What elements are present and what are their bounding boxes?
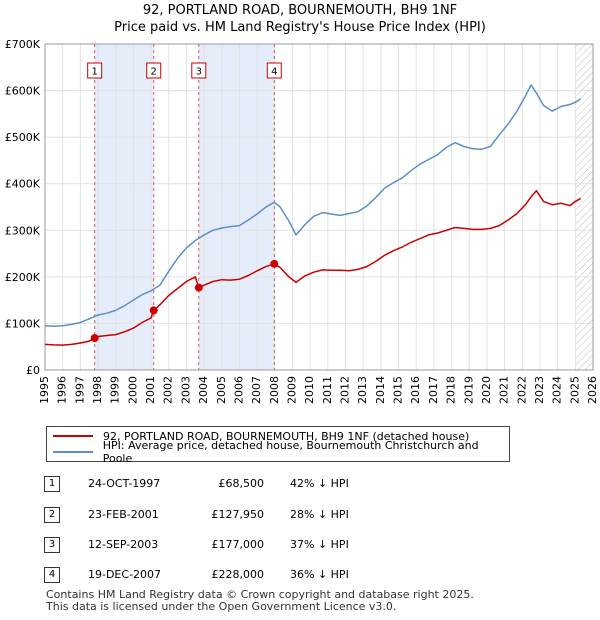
x-tick-label: 2008 [268,376,281,404]
x-tick-label: 2015 [392,376,405,404]
sale-label-box [87,62,103,79]
x-tick-label: 2026 [586,376,599,404]
x-tick-label: 2002 [162,376,175,404]
x-tick-label: 2021 [498,376,511,404]
sale-label: 3 [196,67,202,78]
y-tick-label: £0 [26,364,40,377]
legend-label-property: 92, PORTLAND ROAD, BOURNEMOUTH, BH9 1NF … [103,429,470,443]
x-tick-label: 2013 [356,376,369,404]
x-tick-label: 2006 [232,376,245,404]
x-tick-label: 2018 [445,376,458,404]
sale-point [194,283,203,292]
sale-date: 23-FEB-2001 [88,508,159,521]
legend-item-hpi: HPI: Average price, detached house, Bour… [53,439,509,465]
footer-licence: This data is licensed under the Open Gov… [46,600,397,613]
x-tick-label: 2022 [515,376,528,404]
legend-swatch-property [53,435,93,437]
y-tick-label: £600K [5,85,41,98]
sale-label-box [266,62,282,79]
sale-price: £177,000 [211,538,265,551]
sale-price: £228,000 [211,568,265,581]
future-hatch [575,44,593,370]
x-tick-label: 1997 [73,376,86,404]
sale-number-badge: 4 [44,567,60,583]
y-tick-label: £700K [5,38,41,51]
y-tick-label: £400K [5,178,41,191]
x-tick-label: 2003 [179,376,192,404]
property-price-line [44,189,581,346]
sale-point [270,259,279,268]
x-tick-label: 2024 [551,376,564,404]
legend: 92, PORTLAND ROAD, BOURNEMOUTH, BH9 1NF … [46,426,510,465]
x-tick-label: 2009 [285,376,298,404]
sale-price: £127,950 [211,508,265,521]
sale-hpi-diff: 36% ↓ HPI [290,568,349,581]
sale-label-box [146,62,162,79]
hpi-line [44,84,581,327]
x-tick-label: 1995 [38,376,51,404]
sale-number-badge: 3 [44,537,60,553]
x-tick-label: 2011 [321,376,334,404]
y-tick-label: £200K [5,271,41,284]
x-tick-label: 1999 [109,376,122,404]
legend-label-hpi: HPI: Average price, detached house, Bour… [102,439,479,465]
legend-item-property: 92, PORTLAND ROAD, BOURNEMOUTH, BH9 1NF … [53,428,469,444]
sale-label-box [191,62,207,79]
sale-point [90,334,99,343]
ownership-period-shade [94,44,154,370]
x-tick-label: 2016 [409,376,422,404]
x-tick-label: 2007 [250,376,263,404]
sale-date: 12-SEP-2003 [88,538,159,551]
x-tick-label: 2012 [339,376,352,404]
sale-label: 4 [271,67,277,78]
y-tick-label: £300K [5,224,41,237]
sale-hpi-diff: 37% ↓ HPI [290,538,349,551]
legend-swatch-hpi [53,451,93,453]
chart-title: 92, PORTLAND ROAD, BOURNEMOUTH, BH9 1NF [142,3,458,18]
sale-hpi-diff: 42% ↓ HPI [290,477,349,490]
x-tick-label: 2005 [215,376,228,404]
x-tick-label: 2010 [303,376,316,404]
sale-label: 2 [151,67,157,78]
sale-hpi-diff: 28% ↓ HPI [290,508,349,521]
y-tick-label: £100K [5,317,41,330]
x-tick-label: 2000 [126,376,139,404]
sale-label: 1 [91,67,97,78]
sale-date: 24-OCT-1997 [88,477,161,490]
x-tick-label: 2017 [427,376,440,404]
chart-subtitle: Price paid vs. HM Land Registry's House … [114,20,486,35]
x-tick-label: 2004 [197,376,210,404]
x-tick-label: 1996 [56,376,69,404]
x-tick-label: 2025 [568,376,581,404]
sale-number-badge: 2 [44,507,60,523]
x-tick-label: 1998 [91,376,104,404]
footer-copyright: Contains HM Land Registry data © Crown c… [46,588,474,601]
x-tick-label: 2019 [462,376,475,404]
plot-frame [44,43,594,371]
sale-point [149,306,158,315]
x-tick-label: 2014 [374,376,387,404]
x-tick-label: 2001 [144,376,157,404]
sale-price: £68,500 [218,477,265,490]
sale-date: 19-DEC-2007 [88,568,162,581]
y-tick-label: £500K [5,131,41,144]
x-tick-label: 2023 [533,376,546,404]
ownership-period-shade [198,44,275,370]
sale-number-badge: 1 [44,476,60,492]
price-chart: £0 £100K £200K £300K £400K £500K £600K £700K 199… [5,38,599,404]
x-tick-label: 2020 [480,376,493,404]
